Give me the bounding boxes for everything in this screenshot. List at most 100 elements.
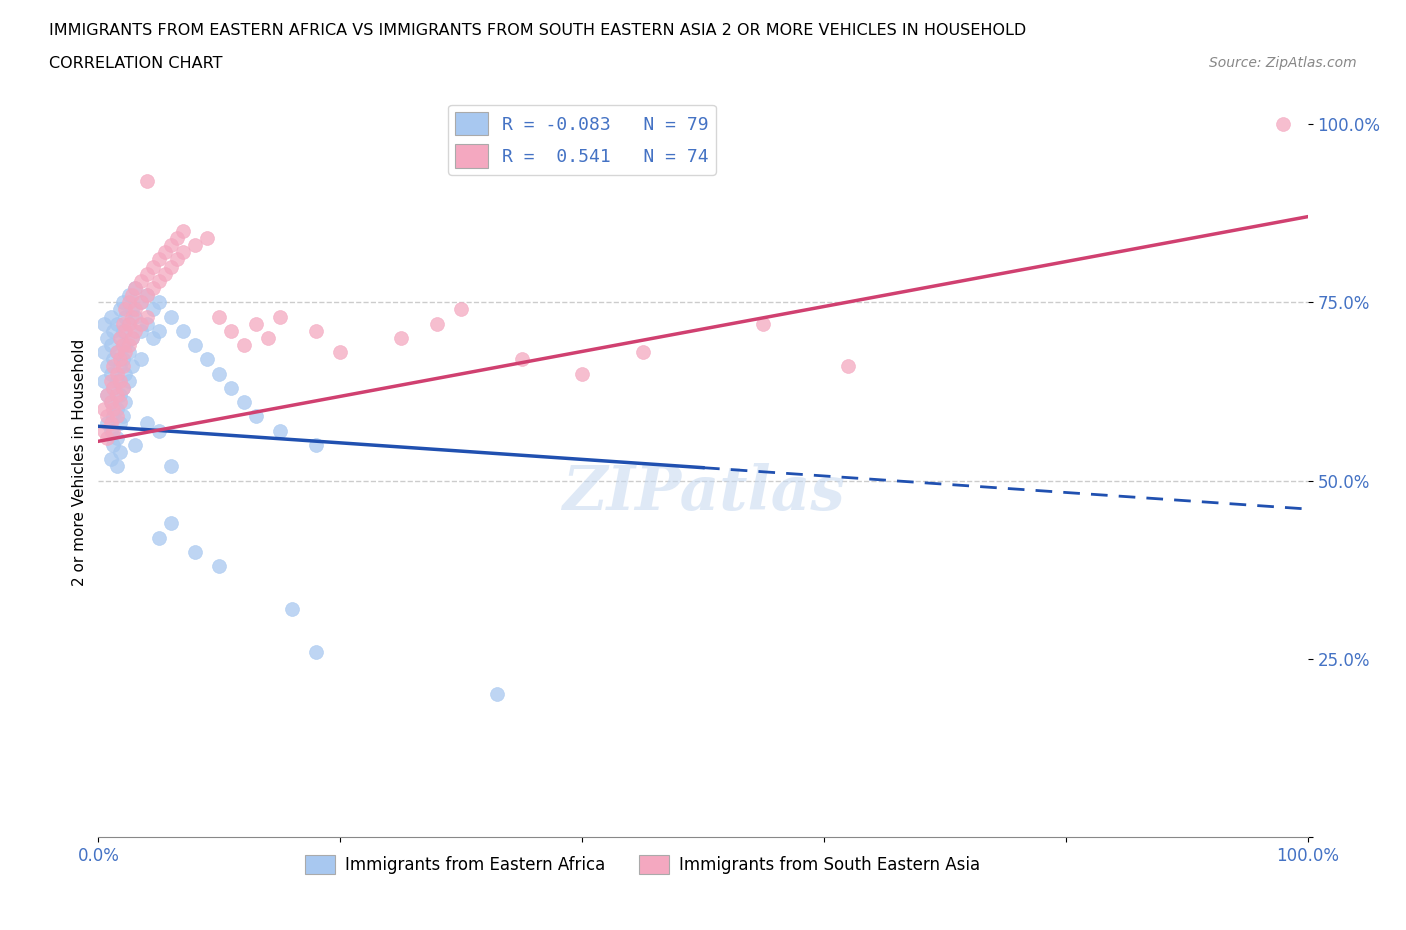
Point xyxy=(111,409,134,424)
Point xyxy=(108,445,131,459)
Point xyxy=(752,316,775,331)
Point xyxy=(96,388,118,403)
Point xyxy=(121,330,143,345)
Point xyxy=(118,316,141,331)
Point xyxy=(135,266,157,281)
Point xyxy=(96,330,118,345)
Point xyxy=(142,259,165,274)
Point xyxy=(108,330,131,345)
Point xyxy=(108,394,131,409)
Point xyxy=(96,388,118,403)
Point xyxy=(105,345,128,360)
Point xyxy=(305,324,328,339)
Text: ZIPatlas: ZIPatlas xyxy=(561,462,845,523)
Point xyxy=(129,295,152,310)
Point xyxy=(129,273,152,288)
Point xyxy=(160,309,183,324)
Point xyxy=(114,309,136,324)
Point xyxy=(100,338,122,352)
Point xyxy=(96,416,118,431)
Text: CORRELATION CHART: CORRELATION CHART xyxy=(49,56,222,71)
Point xyxy=(108,388,131,403)
Point xyxy=(111,380,134,395)
Point xyxy=(389,330,412,345)
Point xyxy=(269,423,291,438)
Point xyxy=(105,458,128,473)
Point xyxy=(100,373,122,388)
Point xyxy=(148,273,170,288)
Point xyxy=(114,324,136,339)
Point xyxy=(172,245,194,259)
Point xyxy=(111,324,134,339)
Point xyxy=(184,238,207,253)
Point xyxy=(124,281,146,296)
Point xyxy=(245,316,267,331)
Point xyxy=(101,380,124,395)
Point xyxy=(184,544,207,559)
Point xyxy=(108,302,131,317)
Point xyxy=(329,345,352,360)
Point xyxy=(135,287,157,302)
Point xyxy=(232,394,254,409)
Point xyxy=(153,245,176,259)
Point xyxy=(100,452,122,467)
Point xyxy=(101,324,124,339)
Point xyxy=(166,231,188,246)
Point xyxy=(111,295,134,310)
Point xyxy=(1272,116,1295,131)
Point xyxy=(108,359,131,374)
Point xyxy=(121,309,143,324)
Point xyxy=(208,366,231,381)
Point xyxy=(105,345,128,360)
Point xyxy=(160,458,183,473)
Point xyxy=(101,352,124,366)
Point xyxy=(172,223,194,238)
Point xyxy=(486,687,509,702)
Text: IMMIGRANTS FROM EASTERN AFRICA VS IMMIGRANTS FROM SOUTH EASTERN ASIA 2 OR MORE V: IMMIGRANTS FROM EASTERN AFRICA VS IMMIGR… xyxy=(49,23,1026,38)
Point xyxy=(426,316,449,331)
Point xyxy=(148,295,170,310)
Point xyxy=(166,252,188,267)
Point xyxy=(111,359,134,374)
Point xyxy=(101,402,124,417)
Point xyxy=(100,366,122,381)
Point xyxy=(510,352,533,366)
Point xyxy=(129,316,152,331)
Point xyxy=(105,373,128,388)
Point xyxy=(124,437,146,452)
Point xyxy=(142,281,165,296)
Legend: Immigrants from Eastern Africa, Immigrants from South Eastern Asia: Immigrants from Eastern Africa, Immigran… xyxy=(298,848,987,881)
Point xyxy=(124,302,146,317)
Point xyxy=(281,602,304,617)
Point xyxy=(121,287,143,302)
Point xyxy=(101,359,124,374)
Point xyxy=(208,559,231,574)
Point xyxy=(129,295,152,310)
Point xyxy=(111,316,134,331)
Point xyxy=(101,423,124,438)
Point xyxy=(93,423,115,438)
Point xyxy=(101,380,124,395)
Point xyxy=(108,330,131,345)
Point xyxy=(114,345,136,360)
Point xyxy=(114,394,136,409)
Point xyxy=(142,330,165,345)
Point xyxy=(100,394,122,409)
Point xyxy=(837,359,859,374)
Point xyxy=(160,516,183,531)
Point xyxy=(232,338,254,352)
Point xyxy=(142,302,165,317)
Point xyxy=(108,352,131,366)
Point xyxy=(105,388,128,403)
Point xyxy=(195,352,218,366)
Point xyxy=(124,309,146,324)
Point xyxy=(148,423,170,438)
Point xyxy=(256,330,278,345)
Point xyxy=(221,324,243,339)
Point xyxy=(93,345,115,360)
Point xyxy=(118,345,141,360)
Point xyxy=(121,359,143,374)
Point xyxy=(111,380,134,395)
Point xyxy=(450,302,472,317)
Point xyxy=(305,437,328,452)
